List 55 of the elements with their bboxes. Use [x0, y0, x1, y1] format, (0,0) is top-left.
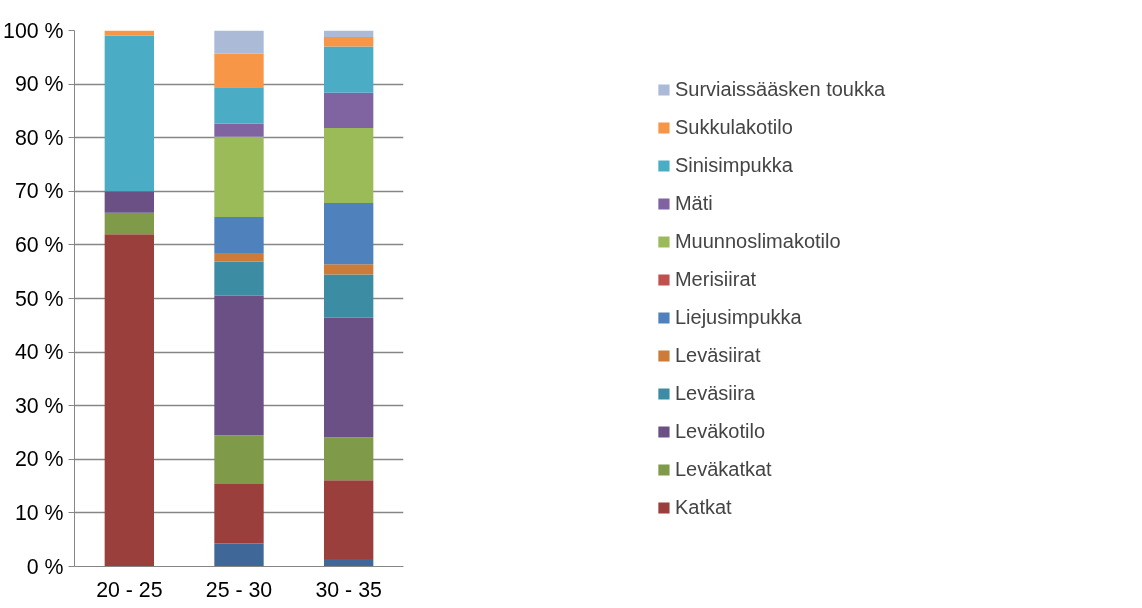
legend-label: Liejusimpukka [674, 305, 802, 329]
y-tick-label: 60 % [14, 232, 64, 257]
bar [323, 317, 374, 438]
bar [323, 128, 374, 204]
y-tick-label: 70 % [14, 179, 64, 204]
bar [214, 435, 264, 484]
y-tick-label: 80 % [14, 125, 64, 150]
legend-label: Leväsiirat [674, 343, 761, 367]
legend-label: Mäti [674, 191, 713, 215]
bar [104, 191, 155, 213]
y-tick-label: 0 % [26, 554, 64, 579]
bar [323, 437, 374, 481]
y-tick-label: 50 % [14, 286, 64, 311]
legend-label: Sinisimpukka [674, 153, 793, 177]
bar [104, 35, 155, 192]
bar [104, 212, 155, 235]
bar [323, 274, 374, 318]
bar [214, 252, 264, 262]
legend-label: Leväkatkat [674, 457, 772, 481]
bar [214, 261, 264, 296]
bar [214, 483, 264, 544]
bar [214, 543, 264, 567]
y-tick-label: 20 % [14, 447, 64, 472]
bar [104, 30, 155, 36]
y-tick-label: 10 % [14, 500, 64, 525]
bar [323, 46, 374, 93]
y-tick-label: 100 % [3, 18, 64, 43]
x-tick-label: 20 - 25 [96, 577, 163, 602]
bar [323, 480, 374, 559]
bar [323, 36, 374, 47]
bar [104, 234, 155, 567]
bar [214, 295, 264, 436]
bar [323, 30, 374, 37]
legend-label: Sukkulakotilo [674, 115, 793, 139]
bar [214, 30, 264, 54]
y-tick-label: 40 % [14, 340, 64, 365]
bar [214, 87, 264, 124]
bar [214, 136, 264, 218]
bar [214, 217, 264, 253]
bar [323, 559, 374, 567]
legend-label: Leväkotilo [674, 419, 766, 443]
x-tick-label: 30 - 35 [315, 577, 382, 602]
bar [323, 92, 374, 129]
y-tick-label: 30 % [14, 393, 64, 418]
bar [214, 53, 264, 88]
bar [323, 203, 374, 265]
y-tick-label: 90 % [14, 72, 64, 97]
legend-label: Merisiirat [674, 267, 757, 291]
bar [214, 123, 264, 137]
x-tick-label: 25 - 30 [205, 577, 273, 602]
legend-label: Leväsiira [674, 381, 755, 405]
legend-label: Katkat [674, 495, 732, 519]
legend-label: Muunnoslimakotilo [674, 229, 841, 253]
legend-label: Surviaissääsken toukka [674, 77, 886, 101]
bar [323, 264, 374, 275]
